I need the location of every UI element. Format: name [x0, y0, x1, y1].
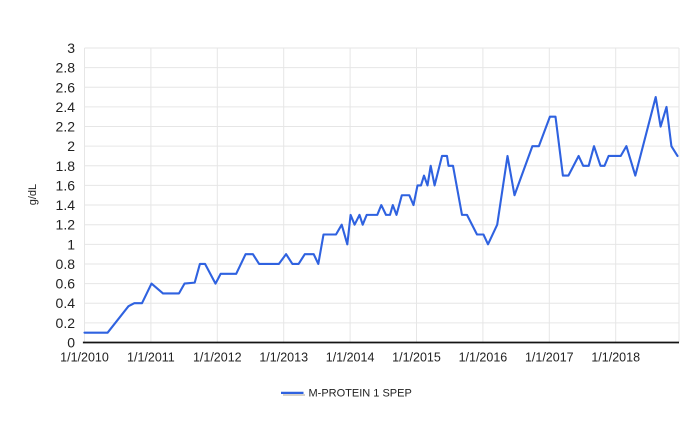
svg-text:0.6: 0.6: [56, 276, 76, 292]
svg-text:1.6: 1.6: [56, 177, 76, 193]
svg-text:0: 0: [67, 335, 75, 351]
svg-text:2: 2: [67, 138, 75, 154]
svg-text:0.2: 0.2: [56, 315, 76, 331]
svg-text:g/dL: g/dL: [27, 184, 39, 205]
svg-text:2.8: 2.8: [56, 60, 76, 76]
svg-text:2.6: 2.6: [56, 79, 76, 95]
svg-text:1/1/2013: 1/1/2013: [259, 351, 308, 365]
svg-text:M-PROTEIN 1 SPEP: M-PROTEIN 1 SPEP: [309, 388, 412, 400]
svg-text:1: 1: [67, 236, 75, 252]
svg-text:0.4: 0.4: [56, 295, 76, 311]
svg-text:2.2: 2.2: [56, 119, 76, 135]
svg-text:1/1/2015: 1/1/2015: [392, 351, 441, 365]
svg-text:1.4: 1.4: [56, 197, 76, 213]
svg-text:1/1/2014: 1/1/2014: [326, 351, 375, 365]
svg-text:1/1/2016: 1/1/2016: [459, 351, 508, 365]
svg-text:0.8: 0.8: [56, 256, 76, 272]
svg-text:1/1/2018: 1/1/2018: [591, 351, 640, 365]
svg-text:1.8: 1.8: [56, 158, 76, 174]
svg-text:2.4: 2.4: [56, 99, 76, 115]
svg-text:1/1/2011: 1/1/2011: [127, 351, 175, 365]
svg-text:3: 3: [67, 40, 75, 56]
svg-text:1/1/2017: 1/1/2017: [525, 351, 574, 365]
svg-text:1/1/2010: 1/1/2010: [60, 351, 109, 365]
svg-text:1.2: 1.2: [56, 217, 76, 233]
svg-text:1/1/2012: 1/1/2012: [193, 351, 242, 365]
